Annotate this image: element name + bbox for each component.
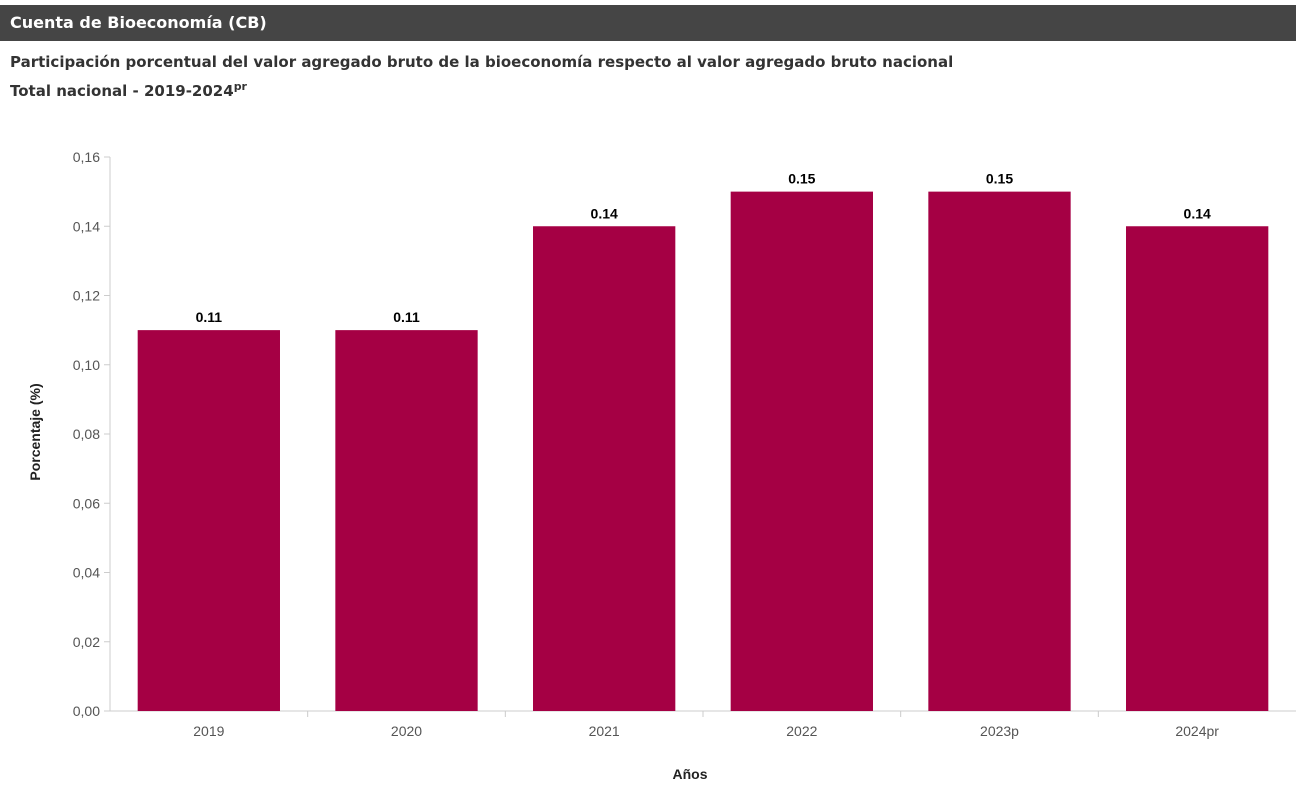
x-tick-label: 2020: [391, 723, 422, 739]
data-label: 0.11: [393, 309, 420, 325]
data-label: 0.11: [196, 309, 223, 325]
bar[interactable]: [1126, 226, 1269, 711]
x-axis: 2019 2020 2021 2022 2023p 2024pr: [110, 710, 1296, 739]
data-label: 0.15: [986, 171, 1013, 187]
y-tick-label: 0,12: [73, 288, 100, 304]
bar[interactable]: [533, 226, 676, 711]
y-tick-label: 0,16: [73, 149, 100, 165]
x-axis-title: Años: [673, 766, 708, 782]
y-tick-label: 0,10: [73, 357, 100, 373]
bar[interactable]: [730, 191, 873, 711]
x-tick-label: 2024pr: [1175, 723, 1219, 739]
chart-header: Cuenta de Bioeconomía (CB): [0, 5, 1296, 41]
data-label: 0.14: [1184, 205, 1211, 221]
data-labels: 0.11 0.11 0.14 0.15 0.15 0.14: [196, 171, 1211, 326]
chart-subtitle-superscript: pr: [233, 80, 247, 93]
y-axis: 0,00 0,02 0,04 0,06 0,08 0,10 0,12 0,14 0,16: [73, 149, 111, 719]
y-tick-label: 0,08: [73, 426, 100, 442]
y-tick-label: 0,14: [73, 218, 100, 234]
bar[interactable]: [335, 330, 478, 711]
y-tick-label: 0,06: [73, 495, 100, 511]
chart-subtitle: Participación porcentual del valor agreg…: [10, 53, 954, 71]
bar[interactable]: [137, 330, 280, 711]
y-tick-label: 0,00: [73, 703, 100, 719]
y-tick-label: 0,04: [73, 565, 100, 581]
data-label: 0.15: [788, 171, 815, 187]
x-tick-label: 2023p: [980, 723, 1019, 739]
x-tick-label: 2021: [589, 723, 620, 739]
y-axis-title: Porcentaje (%): [27, 383, 43, 480]
x-tick-label: 2019: [193, 723, 224, 739]
data-label: 0.14: [591, 205, 618, 221]
bar[interactable]: [928, 191, 1071, 711]
x-tick-label: 2022: [786, 723, 817, 739]
bars: [137, 191, 1269, 711]
chart-subtitle-range-text: Total nacional - 2019-2024: [10, 82, 234, 100]
y-tick-label: 0,02: [73, 634, 100, 650]
chart-subtitle-range: Total nacional - 2019-2024pr: [10, 80, 247, 100]
